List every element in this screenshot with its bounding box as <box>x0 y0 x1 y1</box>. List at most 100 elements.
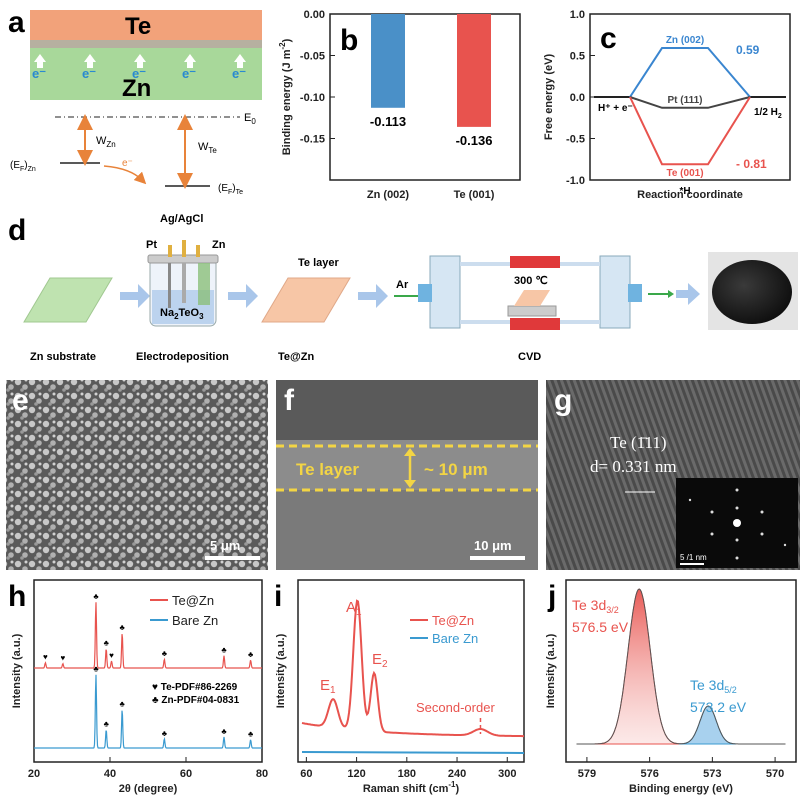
panel-label-g: g <box>554 384 572 417</box>
panel-h-chart: h 20 40 60 80 ♥ ♥ ♣ ♣ ♥ ♣ ♣ ♣ ♣ ♣ ♣ ♣ ♣ ♣ ♣ Te@Zn Bare Zn ♥ T… <box>8 579 268 795</box>
y-axis-label-i: Intensity (a.u.) <box>275 633 287 708</box>
series-value-label: 0.59 <box>736 43 760 57</box>
peak-marker: ♣ <box>221 646 227 655</box>
y-axis-label-c: Free energy (eV) <box>543 54 555 141</box>
panel-i-chart: i 60 120 180 240 300 A1 E1 E2 Second-order Te@Zn B… <box>274 579 525 795</box>
x-axis-label-i: Raman shift (cm-1) <box>363 780 460 795</box>
scale-bar-e <box>205 556 260 560</box>
x-tick-label-h: 20 <box>28 768 40 780</box>
scale-bar-g <box>680 563 704 565</box>
saed-spots <box>688 488 787 560</box>
x-tick-label-j: 576 <box>640 768 658 780</box>
solution-label: Na2TeO3 <box>160 307 204 321</box>
x-tick-label-i: 60 <box>300 768 312 780</box>
series-line-pt-111- <box>629 96 751 109</box>
electron-labels: e⁻ e⁻ e⁻ e⁻ e⁻ <box>32 66 246 81</box>
te-zn-shape <box>261 277 351 323</box>
wzn-label: WZn <box>96 135 116 149</box>
panel-a: a Te Zn e⁻ e⁻ e⁻ e⁻ e⁻ E0 WZn WTe (EF)Zn (… <box>8 6 262 196</box>
step-captions: Zn substrate Electrodeposition Te@Zn CVD <box>30 351 541 363</box>
panel-label-a: a <box>8 6 25 39</box>
peak-marker: ♣ <box>120 699 126 708</box>
bar-zn-002- <box>371 14 405 108</box>
panel-label-f: f <box>284 384 295 417</box>
te-layer-band <box>30 10 262 42</box>
x-tick-label-j: 573 <box>703 768 721 780</box>
electrochemical-cell <box>147 240 219 327</box>
reference-zn: ♣ Zn-PDF#04-0831 <box>152 695 240 706</box>
panel-c-chart: c 1.0 0.5 0.0 -0.5 -1.0 Zn (002) 0.59 Pt (111) T… <box>543 9 791 201</box>
peak-1-name: Te 3d3/2 <box>572 597 619 615</box>
peak-marker: ♣ <box>104 639 110 648</box>
plane-label: Te (1̄11) <box>610 433 667 452</box>
y-tick-label-c: 0.0 <box>570 92 585 104</box>
bar-te-001- <box>457 14 491 127</box>
x-axis-label-j: Binding energy (eV) <box>629 783 733 795</box>
y-tick-label-b: -0.15 <box>300 134 325 146</box>
panel-e: e 5 μm <box>6 380 268 570</box>
y-tick-label-c: 0.5 <box>570 51 585 63</box>
peak-marker: ♣ <box>248 730 254 739</box>
panel-label-j: j <box>547 580 556 613</box>
peak-e2-label: E2 <box>372 651 388 670</box>
svg-text:Electrodeposition: Electrodeposition <box>136 351 229 363</box>
reference-te: ♥ Te-PDF#86-2269 <box>152 682 238 693</box>
svg-text:e⁻: e⁻ <box>132 66 146 81</box>
peak-marker: ♣ <box>93 592 99 601</box>
peak-marker: ♣ <box>93 664 99 673</box>
xrd-trace-bare-zn <box>34 674 262 749</box>
legend-label-i2: Bare Zn <box>432 631 478 646</box>
x-tick-label-j: 579 <box>578 768 596 780</box>
x-tick-label-b: Te (001) <box>454 189 495 201</box>
y-tick-label-b: -0.10 <box>300 92 325 104</box>
series-line-te-001- <box>629 96 751 166</box>
sem-image-surface <box>6 380 268 570</box>
second-order-label: Second-order <box>416 700 495 715</box>
te-layer-label: Te layer <box>298 257 339 269</box>
series-value-label: - 0.81 <box>736 157 767 171</box>
peak-marker: ♥ <box>109 651 114 660</box>
scale-label-f: 10 μm <box>474 538 512 553</box>
peak-marker: ♥ <box>61 654 66 663</box>
product-disk-photo <box>712 260 792 324</box>
x-tick-label-i: 180 <box>398 768 416 780</box>
x-tick-label-h: 40 <box>104 768 116 780</box>
cvd-tube-furnace <box>418 255 642 330</box>
peak-marker: ♣ <box>104 720 110 729</box>
peak-2-energy: 573.2 eV <box>690 699 747 715</box>
ref-electrode-label: Ag/AgCl <box>160 213 203 225</box>
x-tick-label-i: 240 <box>448 768 466 780</box>
flow-arrow-4 <box>676 283 700 305</box>
flow-arrow-1 <box>120 284 150 308</box>
left-state-label: H⁺ + e⁻ <box>598 103 633 114</box>
te-label: Te <box>125 13 151 40</box>
bar-value-label: -0.113 <box>370 114 406 129</box>
panel-b-chart: b 0.00 -0.05 -0.10 -0.15 -0.113 Zn (002) -0.13… <box>278 9 521 201</box>
legend-label-h2: Bare Zn <box>172 613 218 628</box>
peak-marker: ♣ <box>221 727 227 736</box>
series-name-label: Zn (002) <box>666 35 704 46</box>
efte-label: (EF)Te <box>218 183 243 196</box>
zn-electrode-label: Zn <box>212 239 226 251</box>
series-name-label: Pt (111) <box>667 95 702 106</box>
panel-f: f Te layer ~ 10 μm 10 μm <box>276 380 538 570</box>
intermediate-label: *H <box>679 186 690 197</box>
scale-label-g: 5 /1 nm <box>680 553 707 562</box>
x-tick-label-j: 570 <box>766 768 784 780</box>
zn-label: Zn <box>122 75 151 102</box>
xps-envelope <box>576 588 786 745</box>
series-name-label: Te (001) <box>666 168 703 179</box>
flow-arrow-2 <box>228 284 258 308</box>
y-axis-label-h: Intensity (a.u.) <box>11 633 23 708</box>
y-axis-label-j: Intensity (a.u.) <box>545 633 557 708</box>
x-tick-label-h: 80 <box>256 768 268 780</box>
legend-label-i1: Te@Zn <box>432 613 474 628</box>
raman-trace-bare-zn <box>301 751 525 754</box>
panel-d: d Ag/AgCl Pt Zn Na2TeO3 Te layer Ar <box>8 213 798 363</box>
y-tick-label-c: -0.5 <box>566 134 585 146</box>
plot-frame-b <box>329 13 521 181</box>
y-tick-label-b: -0.05 <box>300 51 325 63</box>
e0-label: E0 <box>244 112 256 126</box>
svg-text:Zn substrate: Zn substrate <box>30 351 96 363</box>
